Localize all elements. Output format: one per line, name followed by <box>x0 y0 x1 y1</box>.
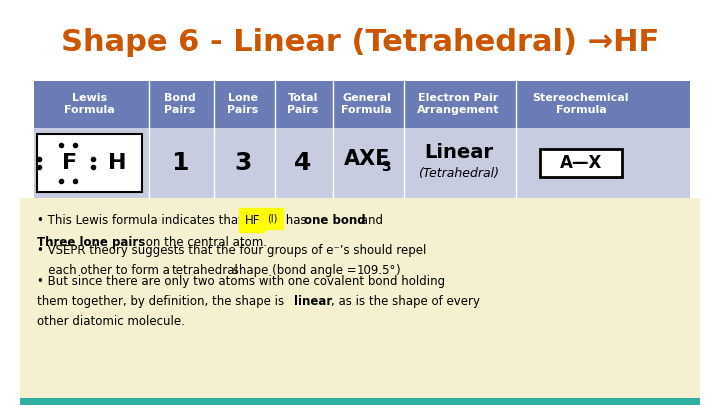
Text: 4: 4 <box>294 151 312 175</box>
Text: Shape 6 - Linear (Tetrahedral) →HF: Shape 6 - Linear (Tetrahedral) →HF <box>61 28 659 58</box>
Text: Lewis
Formula: Lewis Formula <box>64 94 115 115</box>
Text: 3: 3 <box>381 160 391 174</box>
Text: 1: 1 <box>171 151 189 175</box>
Text: and: and <box>357 214 383 227</box>
Text: ): ) <box>395 264 400 277</box>
FancyBboxPatch shape <box>34 81 690 128</box>
Text: tetrahedral: tetrahedral <box>171 264 238 277</box>
Text: has: has <box>282 214 310 227</box>
Text: HF: HF <box>245 214 260 227</box>
Text: • But since there are only two atoms with one covalent bond holding: • But since there are only two atoms wit… <box>37 275 445 288</box>
FancyBboxPatch shape <box>540 149 621 177</box>
Text: each other to form a: each other to form a <box>37 264 174 277</box>
Text: • This Lewis formula indicates that: • This Lewis formula indicates that <box>37 214 247 227</box>
Text: • VSEPR theory suggests that the four groups of e⁻’s should repel: • VSEPR theory suggests that the four gr… <box>37 244 426 257</box>
Text: one bond: one bond <box>305 214 366 227</box>
Text: them together, by definition, the shape is: them together, by definition, the shape … <box>37 295 288 308</box>
Text: A—X: A—X <box>559 154 602 172</box>
Text: on the central atom.: on the central atom. <box>143 236 268 249</box>
Text: linear: linear <box>294 295 333 308</box>
Text: Bond
Pairs: Bond Pairs <box>164 94 196 115</box>
Text: 3: 3 <box>234 151 251 175</box>
Text: shape (bond angle =: shape (bond angle = <box>229 264 360 277</box>
Text: Three lone pairs: Three lone pairs <box>37 236 145 249</box>
Text: , as is the shape of every: , as is the shape of every <box>331 295 480 308</box>
Text: Electron Pair
Arrangement: Electron Pair Arrangement <box>418 94 500 115</box>
FancyBboxPatch shape <box>20 398 700 405</box>
FancyBboxPatch shape <box>37 134 143 192</box>
Text: Total
Pairs: Total Pairs <box>287 94 318 115</box>
Text: other diatomic molecule.: other diatomic molecule. <box>37 315 185 328</box>
Text: H: H <box>108 153 126 173</box>
Text: Lone
Pairs: Lone Pairs <box>227 94 258 115</box>
Text: Stereochemical
Formula: Stereochemical Formula <box>533 94 629 115</box>
FancyBboxPatch shape <box>34 128 690 198</box>
FancyBboxPatch shape <box>20 198 700 405</box>
Text: Linear: Linear <box>424 143 493 162</box>
Text: AXE: AXE <box>343 149 390 169</box>
Text: (Tetrahedral): (Tetrahedral) <box>418 166 499 180</box>
Text: General
Formula: General Formula <box>341 94 392 115</box>
Text: 109.5°: 109.5° <box>356 264 396 277</box>
Text: (l): (l) <box>267 214 277 224</box>
Text: F: F <box>62 153 77 173</box>
